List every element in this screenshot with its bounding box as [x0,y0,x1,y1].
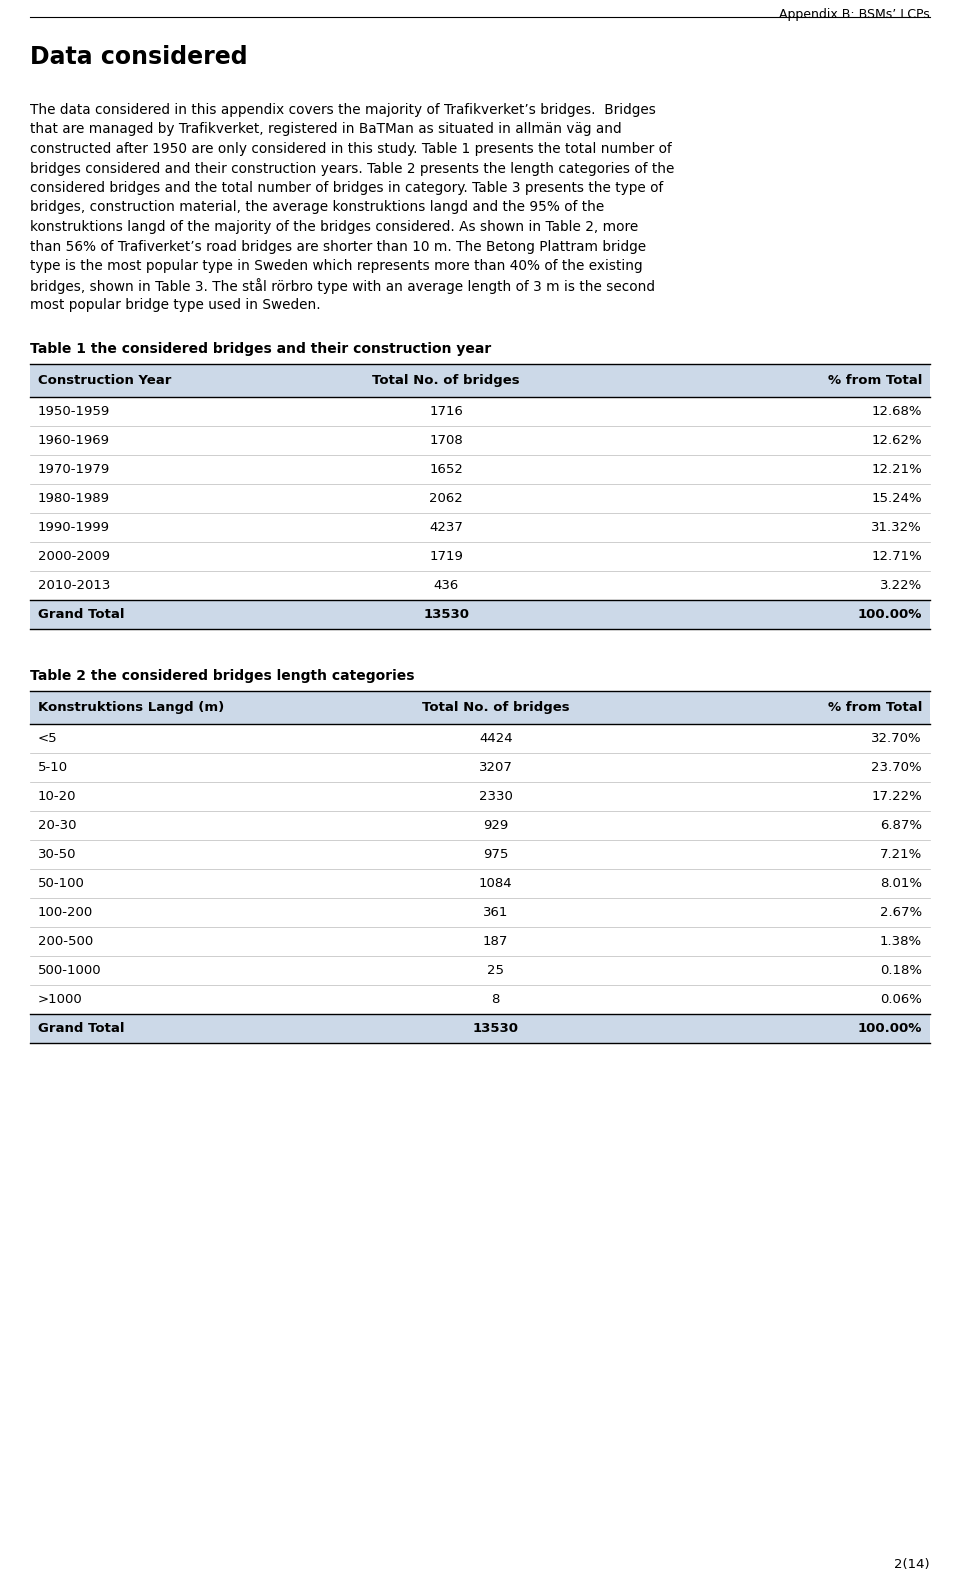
Text: 4237: 4237 [429,521,463,534]
Text: 436: 436 [434,578,459,593]
Text: 6.87%: 6.87% [880,819,922,832]
Bar [30,363,930,397]
Text: 100.00%: 100.00% [857,609,922,621]
Text: most popular bridge type used in Sweden.: most popular bridge type used in Sweden. [30,298,321,312]
Text: 15.24%: 15.24% [872,492,922,505]
Text: 23.70%: 23.70% [872,761,922,774]
Bar [30,1015,930,1043]
Text: % from Total: % from Total [828,374,922,387]
Text: 13530: 13530 [472,1023,518,1035]
Text: 2062: 2062 [429,492,463,505]
Text: 1708: 1708 [429,433,463,448]
Text: 0.06%: 0.06% [880,992,922,1007]
Text: 929: 929 [483,819,509,832]
Text: type is the most popular type in Sweden which represents more than 40% of the ex: type is the most popular type in Sweden … [30,260,642,272]
Text: 12.71%: 12.71% [872,550,922,562]
Text: 10-20: 10-20 [38,790,77,803]
Text: Table 1 the considered bridges and their construction year: Table 1 the considered bridges and their… [30,342,492,355]
Text: Grand Total: Grand Total [38,1023,125,1035]
Text: 200-500: 200-500 [38,935,93,948]
Text: 7.21%: 7.21% [879,847,922,860]
Text: Table 2 the considered bridges length categories: Table 2 the considered bridges length ca… [30,669,415,683]
Text: bridges, construction material, the average konstruktions langd and the 95% of t: bridges, construction material, the aver… [30,201,604,215]
Text: 0.18%: 0.18% [880,964,922,977]
Text: 1652: 1652 [429,464,463,476]
Text: 3.22%: 3.22% [879,578,922,593]
Text: 975: 975 [483,847,509,860]
Text: Total No. of bridges: Total No. of bridges [422,701,569,714]
Text: bridges considered and their construction years. Table 2 presents the length cat: bridges considered and their constructio… [30,161,674,175]
Text: Construction Year: Construction Year [38,374,172,387]
Text: 2010-2013: 2010-2013 [38,578,110,593]
Text: 12.62%: 12.62% [872,433,922,448]
Text: 1960-1969: 1960-1969 [38,433,110,448]
Bar [30,691,930,723]
Text: 1.38%: 1.38% [880,935,922,948]
Text: than 56% of Trafiverket’s road bridges are shorter than 10 m. The Betong Plattra: than 56% of Trafiverket’s road bridges a… [30,239,646,253]
Text: Konstruktions Langd (m): Konstruktions Langd (m) [38,701,225,714]
Text: 8.01%: 8.01% [880,878,922,890]
Text: 12.68%: 12.68% [872,405,922,417]
Text: 187: 187 [483,935,509,948]
Text: 17.22%: 17.22% [872,790,922,803]
Text: konstruktions langd of the majority of the bridges considered. As shown in Table: konstruktions langd of the majority of t… [30,220,638,234]
Text: 1950-1959: 1950-1959 [38,405,110,417]
Text: <5: <5 [38,733,58,746]
Text: 50-100: 50-100 [38,878,84,890]
Text: constructed after 1950 are only considered in this study. Table 1 presents the t: constructed after 1950 are only consider… [30,142,672,156]
Text: 2000-2009: 2000-2009 [38,550,110,562]
Text: 2330: 2330 [479,790,513,803]
Text: 361: 361 [483,906,509,919]
Text: >1000: >1000 [38,992,83,1007]
Text: 2(14): 2(14) [895,1558,930,1571]
Text: 32.70%: 32.70% [872,733,922,746]
Text: 5-10: 5-10 [38,761,68,774]
Bar [30,601,930,629]
Text: 100.00%: 100.00% [857,1023,922,1035]
Text: that are managed by Trafikverket, registered in BaTMan as situated in allmän väg: that are managed by Trafikverket, regist… [30,123,622,137]
Text: % from Total: % from Total [828,701,922,714]
Text: Total No. of bridges: Total No. of bridges [372,374,520,387]
Text: Data considered: Data considered [30,45,248,68]
Text: considered bridges and the total number of bridges in category. Table 3 presents: considered bridges and the total number … [30,182,663,194]
Text: 500-1000: 500-1000 [38,964,102,977]
Text: 3207: 3207 [479,761,513,774]
Text: 30-50: 30-50 [38,847,77,860]
Text: Grand Total: Grand Total [38,609,125,621]
Text: 1970-1979: 1970-1979 [38,464,110,476]
Text: 1716: 1716 [429,405,463,417]
Text: 8: 8 [492,992,500,1007]
Text: 1990-1999: 1990-1999 [38,521,110,534]
Text: bridges, shown in Table 3. The stål rörbro type with an average length of 3 m is: bridges, shown in Table 3. The stål rörb… [30,279,655,295]
Text: 1084: 1084 [479,878,513,890]
Text: The data considered in this appendix covers the majority of Trafikverket’s bridg: The data considered in this appendix cov… [30,104,656,116]
Text: 1719: 1719 [429,550,463,562]
Text: 13530: 13530 [423,609,469,621]
Text: 12.21%: 12.21% [872,464,922,476]
Text: 2.67%: 2.67% [880,906,922,919]
Text: 31.32%: 31.32% [872,521,922,534]
Text: 4424: 4424 [479,733,513,746]
Text: 100-200: 100-200 [38,906,93,919]
Text: 25: 25 [488,964,504,977]
Text: Appendix B: BSMs’ LCPs: Appendix B: BSMs’ LCPs [780,8,930,21]
Text: 1980-1989: 1980-1989 [38,492,110,505]
Text: 20-30: 20-30 [38,819,77,832]
